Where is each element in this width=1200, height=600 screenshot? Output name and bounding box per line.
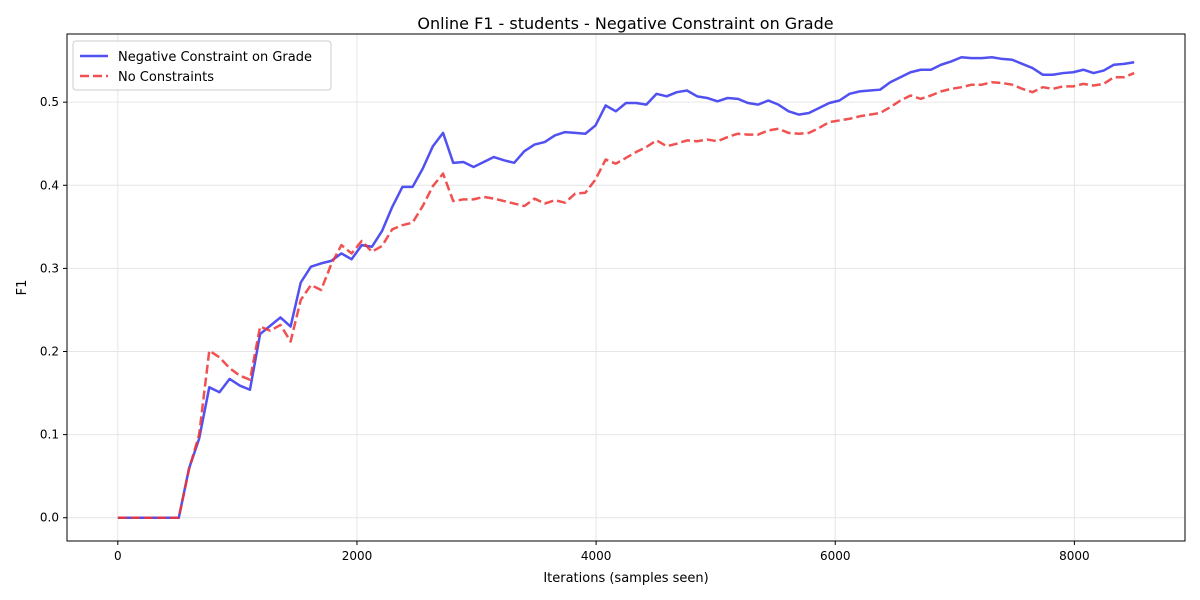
legend-label-negative-constraint: Negative Constraint on Grade [118, 50, 312, 65]
x-tick-label: 6000 [820, 549, 851, 563]
x-tick-label: 4000 [581, 549, 612, 563]
legend: Negative Constraint on Grade No Constrai… [72, 40, 332, 91]
series-lines [117, 56, 1135, 519]
y-tick-label: 0.3 [40, 261, 59, 275]
chart-title: Online F1 - students - Negative Constrai… [417, 14, 833, 33]
legend-label-no-constraints: No Constraints [118, 70, 214, 85]
y-tick-label: 0.2 [40, 344, 59, 358]
x-tick-label: 2000 [342, 549, 373, 563]
x-tick-label: 0 [114, 549, 122, 563]
x-tick-label: 8000 [1059, 549, 1090, 563]
y-tick-label: 0.1 [40, 428, 59, 442]
legend-box [72, 40, 332, 91]
y-tick-label: 0.5 [40, 95, 59, 109]
y-axis-label: F1 [15, 280, 30, 296]
axis-ticks: 0 2000 4000 6000 8000 0.0 0.1 0.2 0.3 0.4 0.5 [40, 95, 1090, 563]
y-tick-label: 0.4 [40, 178, 59, 192]
plot-frame [66, 33, 1186, 542]
series-line-negative-constraint-on-grade [117, 56, 1135, 519]
y-tick-label: 0.0 [40, 511, 59, 525]
x-axis-label: Iterations (samples seen) [543, 571, 708, 586]
series-line-no-constraints [117, 71, 1135, 519]
